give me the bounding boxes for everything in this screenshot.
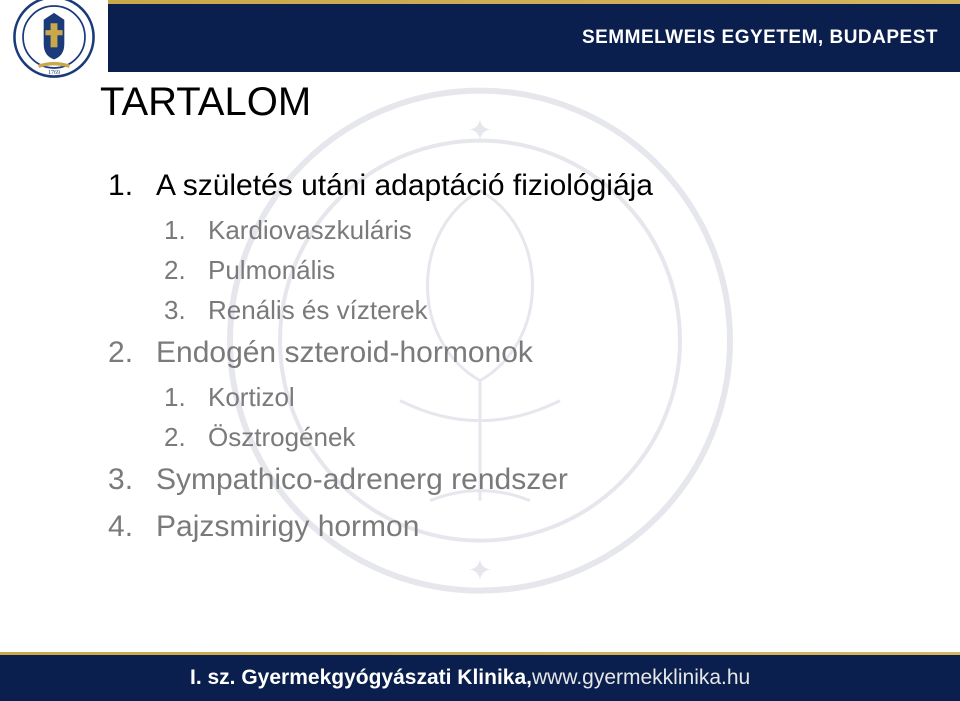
outline-item-l1-label: Sympathico-adrenerg rendszer [156, 463, 568, 496]
outline-item-l2: Pulmonális [164, 250, 920, 290]
outline-item-l1: Endogén szteroid-hormonok Kortizol Ösztrog… [108, 330, 920, 457]
header-right: SEMMELWEIS EGYETEM, BUDAPEST [108, 0, 960, 72]
outline-item-l1: Pajzsmirigy hormon [108, 504, 920, 551]
svg-text:1769: 1769 [48, 69, 60, 75]
footer-department: I. sz. Gyermekgyógyászati Klinika, [190, 666, 532, 690]
outline-item-l2: Renális és vízterek [164, 290, 920, 330]
outline-item-l1-label: Pajzsmirigy hormon [156, 510, 419, 543]
slide: ✦ ✦ 1769 SEMMELWEIS EGYET [0, 0, 960, 701]
footer-bar: I. sz. Gyermekgyógyászati Klinika, www.g… [0, 655, 960, 701]
university-crest: 1769 [0, 0, 108, 72]
outline-list: A születés utáni adaptáció fiziológiája K… [108, 163, 920, 550]
outline-item-l2-label: Pulmonális [208, 255, 335, 285]
outline-item-l2-label: Renális és vízterek [208, 295, 428, 325]
outline-item-l2-label: Kortizol [208, 382, 295, 412]
content-area: TARTALOM A születés utáni adaptáció fizi… [100, 80, 920, 550]
svg-text:✦: ✦ [467, 554, 492, 587]
outline-item-l1-label: A születés utáni adaptáció fiziológiája [156, 169, 653, 202]
outline-item-l1: Sympathico-adrenerg rendszer [108, 457, 920, 504]
header-band: SEMMELWEIS EGYETEM, BUDAPEST [108, 4, 960, 72]
outline-sublist: Kortizol Ösztrogének [164, 377, 920, 458]
header-institution: SEMMELWEIS EGYETEM, BUDAPEST [582, 27, 938, 49]
outline-item-l1: A születés utáni adaptáció fiziológiája K… [108, 163, 920, 330]
outline-item-l1-label: Endogén szteroid-hormonok [156, 336, 533, 369]
outline-item-l2-label: Ösztrogének [208, 422, 355, 452]
outline-sublist: Kardiovaszkuláris Pulmonális Renális és ví… [164, 210, 920, 331]
outline-item-l2: Kortizol [164, 377, 920, 417]
outline-item-l2: Ösztrogének [164, 417, 920, 457]
outline-item-l2: Kardiovaszkuláris [164, 210, 920, 250]
header-bar: 1769 SEMMELWEIS EGYETEM, BUDAPEST [0, 0, 960, 72]
page-title: TARTALOM [100, 80, 920, 125]
outline-item-l2-label: Kardiovaszkuláris [208, 215, 412, 245]
footer-url: www.gyermekklinika.hu [532, 666, 750, 690]
